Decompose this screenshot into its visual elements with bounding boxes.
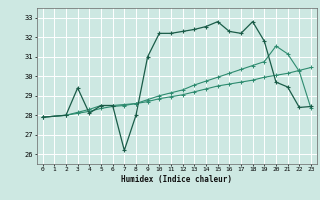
X-axis label: Humidex (Indice chaleur): Humidex (Indice chaleur) [121, 175, 232, 184]
